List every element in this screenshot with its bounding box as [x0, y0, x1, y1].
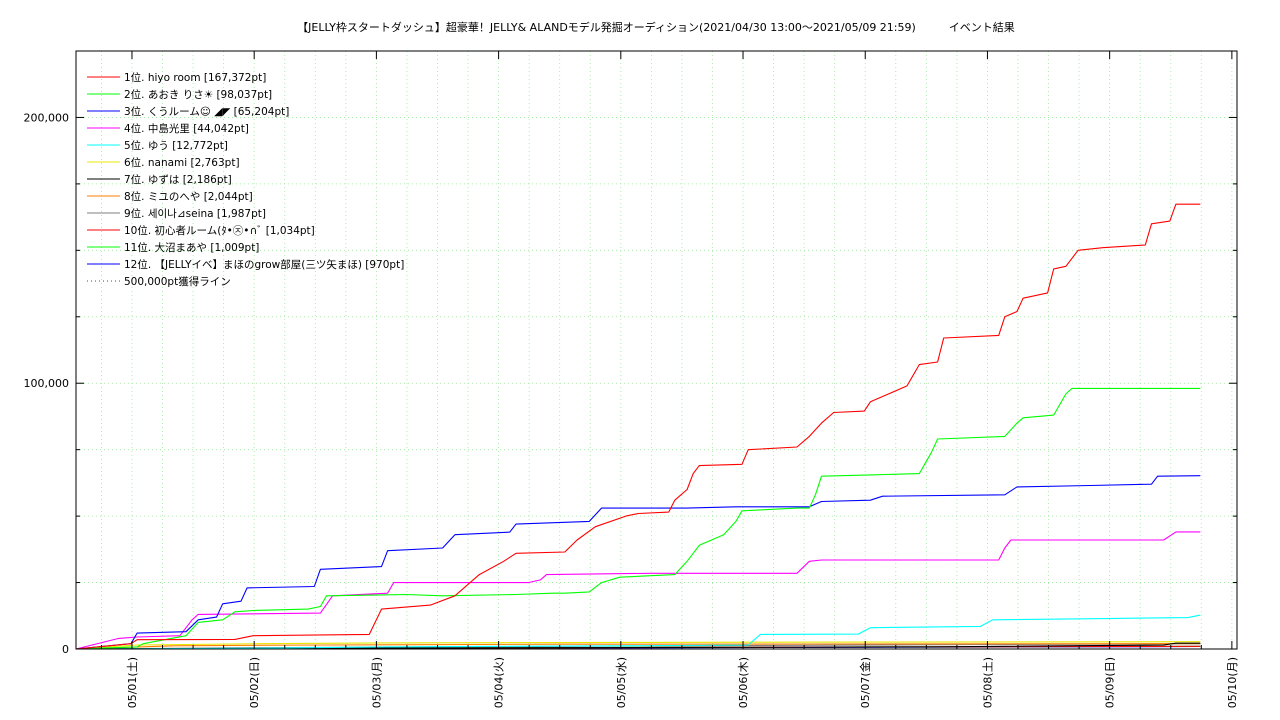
legend-label-9: 9位. 세이나⊿seina [1,987pt] — [124, 207, 266, 220]
series-line-1 — [75, 203, 1201, 650]
legend-label-1: 1位. hiyo room [167,372pt] — [124, 71, 266, 84]
legend-label-8: 8位. ミユのへや [2,044pt] — [124, 190, 253, 203]
x-tick-label: 05/01(土) — [126, 657, 139, 708]
series-line-3 — [75, 475, 1201, 650]
series-line-6 — [75, 641, 1201, 650]
y-tick-label: 0 — [62, 643, 69, 656]
legend: 1位. hiyo room [167,372pt] 2位. あおき りさ☀ [98… — [87, 71, 404, 288]
axis-ticks: 0 100,000 200,000 05/01(土) 05/02(日) 05/03(月) 0… — [24, 51, 1239, 708]
grid-lines — [76, 51, 1237, 649]
series-line-5 — [75, 614, 1201, 650]
y-tick-label: 200,000 — [24, 111, 70, 124]
series-line-2 — [75, 387, 1201, 650]
x-tick-label: 05/09(日) — [1104, 657, 1117, 708]
x-tick-label: 05/06(木) — [737, 657, 750, 708]
series-line-4 — [75, 531, 1201, 650]
legend-label-2: 2位. あおき りさ☀ [98,037pt] — [124, 88, 272, 101]
legend-label-12: 12位. 【JELLYイベ】まほのgrow部屋(三ツ矢まほ) [970pt] — [124, 258, 404, 271]
legend-label-4: 4位. 中島光里 [44,042pt] — [124, 122, 249, 135]
series-lines — [75, 203, 1201, 650]
x-tick-label: 05/08(土) — [981, 657, 994, 708]
x-tick-label: 05/03(月) — [370, 657, 383, 708]
legend-label-5: 5位. ゆう [12,772pt] — [124, 139, 228, 152]
legend-label-10: 10位. 初心者ルーム(ﾀ•㉨•∩ﾞ [1,034pt] — [124, 224, 315, 237]
legend-label-7: 7位. ゆずは [2,186pt] — [124, 173, 232, 186]
x-tick-label: 05/04(火) — [493, 657, 506, 708]
y-tick-label: 100,000 — [24, 377, 70, 390]
legend-label-3: 3位. くうルーム☺ ◢◤ [65,204pt] — [124, 105, 289, 118]
legend-label-13: 500,000pt獲得ライン — [124, 275, 231, 288]
x-tick-label: 05/07(金) — [858, 657, 872, 708]
legend-label-6: 6位. nanami [2,763pt] — [124, 156, 240, 169]
x-tick-label: 05/05(水) — [615, 657, 628, 708]
plot-frame — [75, 50, 1238, 650]
chart-title: 【JELLY枠スタートダッシュ】超豪華！JELLY& ALANDモデル発掘オーデ… — [297, 20, 1015, 34]
x-tick-label: 05/10(月) — [1226, 657, 1239, 708]
x-tick-label: 05/02(日) — [248, 657, 261, 708]
series-line-8 — [75, 643, 1201, 650]
legend-label-11: 11位. 大沼まあや [1,009pt] — [124, 241, 259, 254]
